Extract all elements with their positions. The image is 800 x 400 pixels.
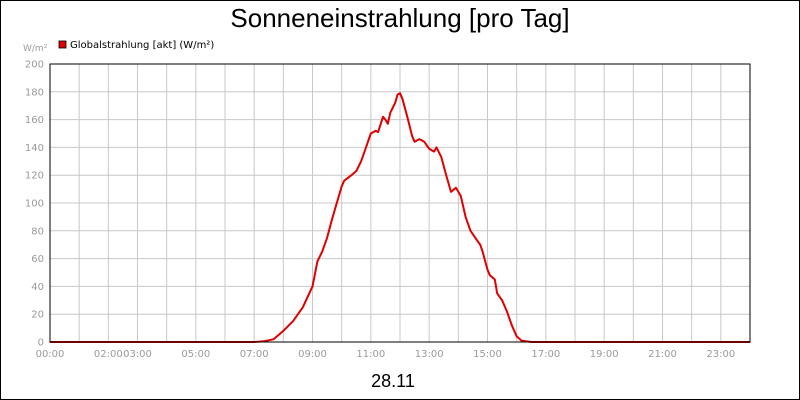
- chart-title: Sonneneinstrahlung [pro Tag]: [230, 3, 569, 33]
- legend-label: Globalstrahlung [akt] (W/m²): [70, 40, 214, 51]
- x-tick-label: 11:00: [356, 349, 385, 360]
- y-tick-label: 40: [31, 282, 44, 293]
- x-tick-label: 03:00: [123, 349, 152, 360]
- series-line-globalstrahlung: [50, 92, 750, 343]
- x-axis-date-label: 28.11: [371, 371, 415, 391]
- x-tick-label: 23:00: [706, 349, 735, 360]
- y-tick-label: 0: [38, 338, 44, 349]
- y-axis-label: W/m²: [23, 44, 48, 54]
- y-tick-label: 100: [25, 199, 44, 210]
- x-tick-label: 09:00: [298, 349, 327, 360]
- y-tick-label: 80: [31, 226, 44, 237]
- plot-border: [49, 63, 751, 343]
- x-tick-label: 17:00: [531, 349, 560, 360]
- x-tick-label: 21:00: [648, 349, 677, 360]
- y-axis-ticks: 0 20 40 60 80 100 120 140 160 180 200: [25, 60, 44, 349]
- y-tick-label: 180: [25, 87, 44, 98]
- legend-swatch: [58, 40, 67, 49]
- x-axis-ticks: 00:00 02:00 03:00 05:00 07:00 09:00 11:00 13:00…: [36, 349, 736, 360]
- legend: Globalstrahlung [akt] (W/m²): [58, 40, 214, 51]
- y-tick-label: 20: [31, 310, 44, 321]
- x-tick-label: 13:00: [415, 349, 444, 360]
- x-tick-label: 07:00: [240, 349, 269, 360]
- x-tick-label: 15:00: [473, 349, 502, 360]
- x-tick-label: 05:00: [181, 349, 210, 360]
- x-tick-label: 00:00: [36, 349, 65, 360]
- x-tick-label: 19:00: [590, 349, 619, 360]
- y-tick-label: 200: [25, 60, 44, 71]
- x-tick-label: 02:00: [94, 349, 123, 360]
- y-tick-label: 160: [25, 115, 44, 126]
- y-tick-label: 120: [25, 171, 44, 182]
- y-tick-label: 60: [31, 254, 44, 265]
- grid-lines: [50, 64, 750, 342]
- y-tick-label: 140: [25, 143, 44, 154]
